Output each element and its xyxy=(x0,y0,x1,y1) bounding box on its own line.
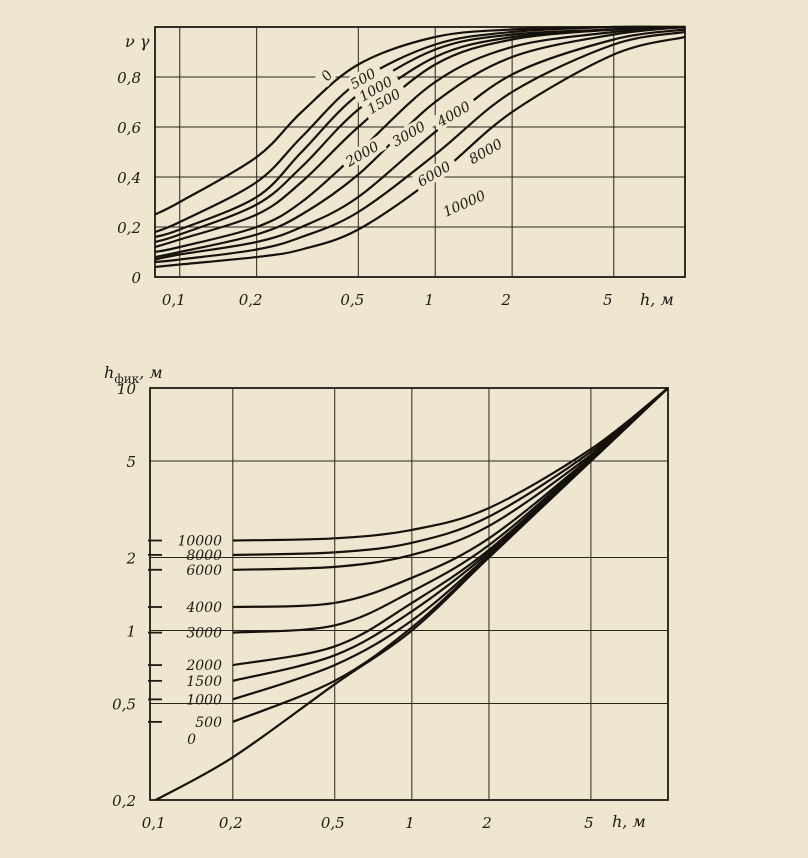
c1-x-tick-label: 1 xyxy=(424,291,434,309)
c1-series-label: 2000 xyxy=(342,139,382,171)
c1-y-tick-label: 0,6 xyxy=(117,119,141,137)
c2-series-line-8000 xyxy=(232,387,669,556)
c2-series-label: 500 xyxy=(195,715,222,731)
c1-x-tick-label: 0,1 xyxy=(162,291,186,309)
c1-label-bg xyxy=(352,69,401,107)
c2-series-label: 8000 xyxy=(186,548,222,564)
c2-y-tick-label: 0,2 xyxy=(112,792,136,810)
c2-y-tick-label: 5 xyxy=(126,453,136,471)
c1-series-line-3000 xyxy=(154,25,686,254)
c2-series-label: 1500 xyxy=(186,674,222,690)
c2-plot-frame xyxy=(149,387,669,801)
c2-y-tick-label: 1 xyxy=(126,622,136,640)
c1-label-bg xyxy=(462,132,511,170)
c1-label-bg xyxy=(385,114,434,152)
c1-y-tick-label: 0,4 xyxy=(117,169,141,187)
c1-label-bg xyxy=(436,184,494,222)
c2-x-tick-label: 0,2 xyxy=(219,814,243,832)
c1-x-tick-label: 0,5 xyxy=(340,291,364,309)
c1-series-line-4000 xyxy=(154,25,686,259)
c2-x-axis-label: h, м xyxy=(612,812,646,831)
c2-y-tick-label: 10 xyxy=(117,380,137,398)
c1-x-tick-label: 2 xyxy=(500,291,511,309)
c1-series-label: 10000 xyxy=(441,188,488,221)
c1-label-bg xyxy=(315,62,340,87)
c2-series-line-2000 xyxy=(232,387,669,667)
c2-series-label: 10000 xyxy=(177,534,222,550)
c2-x-tick-label: 0,1 xyxy=(142,814,166,832)
c2-series-label: 2000 xyxy=(185,658,222,674)
c1-series-line-10000 xyxy=(154,35,686,269)
c1-label-bg xyxy=(411,154,459,192)
c2-series-label: 6000 xyxy=(186,563,222,579)
c1-y-tick-label: 0 xyxy=(131,269,141,287)
c1-x-tick-label: 0,2 xyxy=(239,291,263,309)
c2-series-label: 1000 xyxy=(186,692,222,708)
c2-x-tick-label: 5 xyxy=(584,814,594,832)
c1-series-label: 6000 xyxy=(415,159,454,191)
c1-series-label: 3000 xyxy=(390,119,429,151)
c1-series-line-6000 xyxy=(154,28,686,261)
c2-series-label: 3000 xyxy=(186,626,222,642)
c1-label-bg xyxy=(430,94,479,132)
c2-series-line-4000 xyxy=(232,387,669,609)
c1-y-tick-label: 0,2 xyxy=(117,219,141,237)
c2-y-tick-label: 2 xyxy=(125,550,136,568)
c1-label-bg xyxy=(360,82,409,120)
c2-y-axis-label: hфик, м xyxy=(104,363,163,386)
c2-series-line-10000 xyxy=(232,387,669,542)
c2-series-label: 0 xyxy=(187,732,196,748)
c2-series-line-500 xyxy=(232,387,669,723)
c1-label-bg xyxy=(339,134,387,172)
c2-x-tick-label: 1 xyxy=(405,814,415,832)
c1-series-line-8000 xyxy=(154,30,686,264)
c1-series-label: 8000 xyxy=(467,136,506,168)
c2-series-label: 4000 xyxy=(185,600,222,616)
c1-x-axis-label: h, м xyxy=(640,290,674,309)
c1-x-tick-label: 5 xyxy=(603,291,613,309)
c2-series-line-6000 xyxy=(232,387,669,571)
c2-x-tick-label: 2 xyxy=(481,814,492,832)
c2-x-tick-label: 0,5 xyxy=(321,814,345,832)
c2-y-tick-label: 0,5 xyxy=(112,695,136,713)
c1-plot-frame xyxy=(154,26,686,278)
c1-y-axis-label: ν γ xyxy=(125,32,150,51)
c1-label-bg xyxy=(343,61,384,95)
c2-series-line-1500 xyxy=(232,387,669,682)
c1-y-tick-label: 0,8 xyxy=(117,69,141,87)
